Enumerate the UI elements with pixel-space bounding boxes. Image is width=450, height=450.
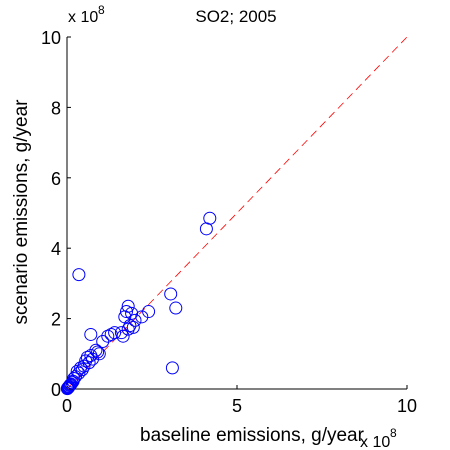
y-tick-label: 8 xyxy=(51,98,61,118)
data-point xyxy=(108,326,122,340)
data-point xyxy=(104,327,118,341)
data-point xyxy=(120,305,133,319)
x-exponent-label: x 10 8 xyxy=(360,426,397,450)
y-exponent-power: 8 xyxy=(98,3,105,17)
y-tick-label: 2 xyxy=(51,310,61,330)
data-point xyxy=(96,334,110,348)
reference-line xyxy=(66,36,408,390)
data-point xyxy=(72,268,86,282)
data-point xyxy=(84,327,98,341)
data-point xyxy=(92,347,106,361)
x-tick-label: 5 xyxy=(232,396,242,416)
data-point xyxy=(164,287,178,301)
y-exponent-base: x 10 xyxy=(68,9,98,26)
data-point xyxy=(63,378,77,392)
x-exponent-power: 8 xyxy=(390,426,397,440)
data-point xyxy=(126,320,140,334)
data-point xyxy=(128,313,142,327)
data-point xyxy=(75,363,89,377)
chart-title: SO2; 2005 xyxy=(195,7,276,26)
x-ticks: 0 5 10 xyxy=(62,385,417,416)
x-axis-label: baseline emissions, g/year xyxy=(140,425,365,446)
data-point xyxy=(199,222,213,236)
data-point xyxy=(86,352,99,366)
data-point xyxy=(121,322,135,336)
data-point xyxy=(142,305,156,319)
data-point xyxy=(165,361,179,375)
data-point xyxy=(79,354,93,368)
y-tick-label: 4 xyxy=(51,239,61,259)
y-exponent-label: x 10 8 xyxy=(68,3,105,26)
y-ticks: 0 2 4 6 8 10 xyxy=(41,28,71,400)
x-tick-label: 10 xyxy=(397,396,417,416)
y-axis-label: scenario emissions, g/year xyxy=(11,99,32,325)
data-point xyxy=(169,301,183,315)
data-point xyxy=(91,345,105,359)
data-point xyxy=(63,378,77,392)
y-tick-label: 0 xyxy=(51,380,61,400)
data-point xyxy=(60,382,74,396)
y-tick-label: 10 xyxy=(41,28,61,48)
data-point xyxy=(89,343,103,357)
y-tick-label: 6 xyxy=(51,169,61,189)
data-point xyxy=(64,377,78,391)
data-points xyxy=(60,211,217,396)
x-tick-label: 0 xyxy=(62,396,72,416)
data-point xyxy=(125,306,139,320)
data-point xyxy=(135,310,149,324)
data-point xyxy=(101,329,115,343)
x-exponent-base: x 10 xyxy=(360,434,390,450)
